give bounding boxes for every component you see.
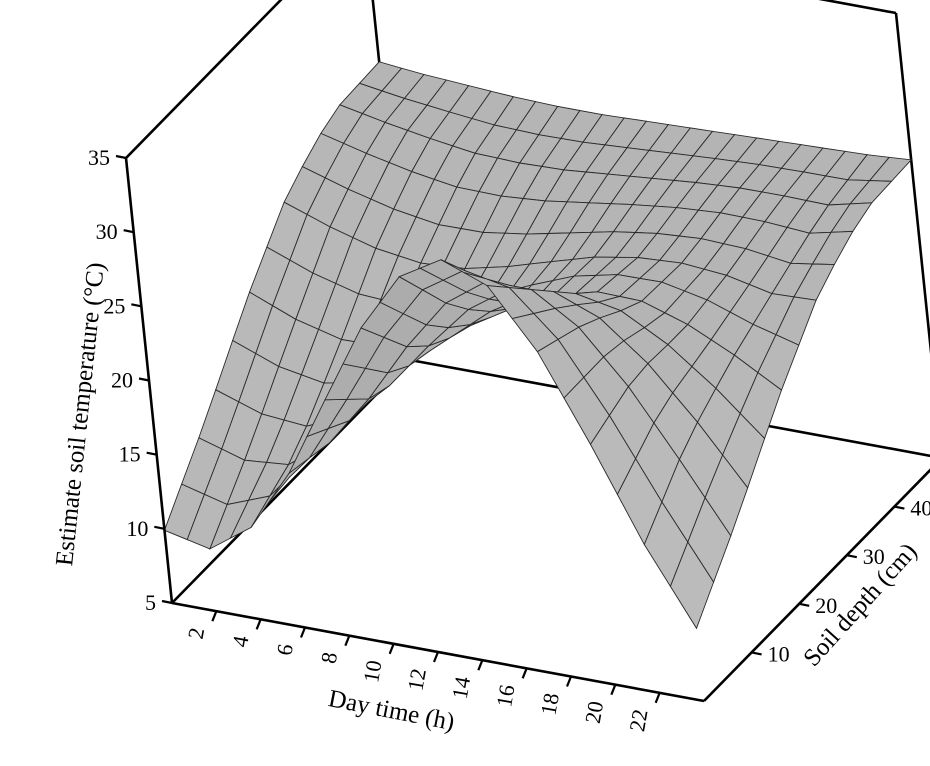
z-tick-label: 5 (145, 590, 156, 615)
frame-edge (125, 0, 283, 159)
y-tick-label: 40 (910, 496, 930, 521)
frame-edge (894, 12, 930, 355)
z-tick (115, 154, 127, 160)
x-tick-label: 20 (580, 699, 608, 725)
x-tick (654, 692, 661, 704)
z-tick (161, 599, 173, 605)
axis-ticks: 5101520253035246810121416182022102030405… (88, 145, 930, 733)
x-tick-label: 12 (402, 667, 430, 693)
x-tick (344, 635, 351, 647)
x-tick (565, 676, 573, 687)
x-tick (255, 618, 262, 630)
z-tick-label: 35 (88, 145, 110, 170)
x-axis-title: Day time (h) (326, 685, 457, 736)
x-tick-label: 22 (624, 707, 652, 733)
surface-mesh (163, 61, 913, 630)
x-tick-label: 6 (271, 642, 298, 657)
z-tick-label: 25 (103, 293, 125, 318)
x-tick (299, 627, 307, 638)
z-tick (123, 229, 134, 234)
z-axis-title: Estimate soil temperature (°C) (51, 261, 110, 567)
x-tick (388, 643, 395, 655)
x-tick-label: 4 (227, 634, 254, 649)
x-tick (477, 659, 484, 671)
x-tick (432, 651, 440, 663)
x-tick (211, 610, 218, 622)
x-tick-label: 10 (358, 658, 386, 684)
y-tick (894, 505, 905, 510)
x-tick (610, 684, 617, 696)
z-tick-label: 10 (126, 516, 148, 541)
y-tick-label: 10 (768, 641, 790, 666)
y-tick (751, 651, 762, 656)
z-tick (131, 303, 142, 308)
y-tick (846, 554, 858, 559)
x-tick-label: 16 (491, 683, 519, 709)
z-tick (146, 451, 157, 456)
y-tick-label: 20 (815, 593, 837, 618)
x-tick-label: 8 (316, 650, 343, 665)
z-tick (154, 525, 165, 530)
z-tick-label: 20 (111, 368, 133, 393)
x-tick-label: 14 (447, 675, 475, 701)
x-tick (521, 667, 528, 679)
x-tick-label: 18 (535, 691, 563, 717)
y-tick-label: 30 (863, 544, 885, 569)
y-tick (798, 602, 810, 607)
z-tick-label: 15 (119, 442, 141, 467)
z-tick (138, 377, 150, 382)
surface-patch (669, 541, 715, 630)
frame-edge (818, 0, 897, 15)
z-tick-label: 30 (96, 219, 118, 244)
frame-edge (703, 468, 930, 702)
x-tick-label: 2 (183, 626, 210, 641)
